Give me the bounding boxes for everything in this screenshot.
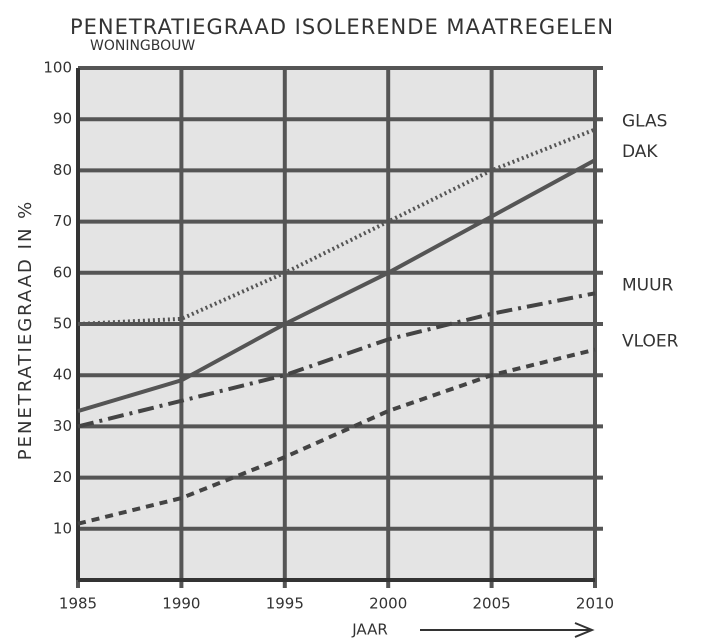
y-tick-label: 50 [53, 315, 72, 333]
legend-label: VLOER [622, 332, 679, 352]
y-tick-label: 60 [53, 263, 72, 281]
y-tick-label: 30 [53, 417, 72, 435]
page: PENETRATIEGRAAD ISOLERENDE MAATREGELEN W… [0, 0, 712, 643]
chart: PENETRATIEGRAAD ISOLERENDE MAATREGELEN W… [0, 0, 712, 643]
x-tick-label: 1985 [59, 595, 97, 613]
chart-subtitle: WONINGBOUW [90, 38, 195, 54]
chart-title: PENETRATIEGRAAD ISOLERENDE MAATREGELEN [70, 15, 614, 39]
y-axis-label: PENETRATIEGRAAD IN % [15, 200, 36, 460]
y-tick-label: 100 [43, 59, 72, 77]
legend-label: GLAS [622, 111, 667, 131]
x-tick-label: 2000 [369, 595, 407, 613]
y-tick-label: 10 [53, 519, 72, 537]
x-tick-label: 1990 [162, 595, 200, 613]
y-tick-label: 70 [53, 212, 72, 230]
legend-label: DAK [622, 142, 658, 162]
x-tick-label: 1995 [266, 595, 304, 613]
x-axis-label: JAAR [351, 621, 388, 639]
y-tick-label: 90 [53, 110, 72, 128]
y-tick-label: 20 [53, 468, 72, 486]
legend-label: MUUR [622, 275, 674, 295]
x-tick-label: 2010 [576, 595, 614, 613]
y-tick-label: 80 [53, 161, 72, 179]
y-tick-label: 40 [53, 366, 72, 384]
x-tick-label: 2005 [473, 595, 511, 613]
